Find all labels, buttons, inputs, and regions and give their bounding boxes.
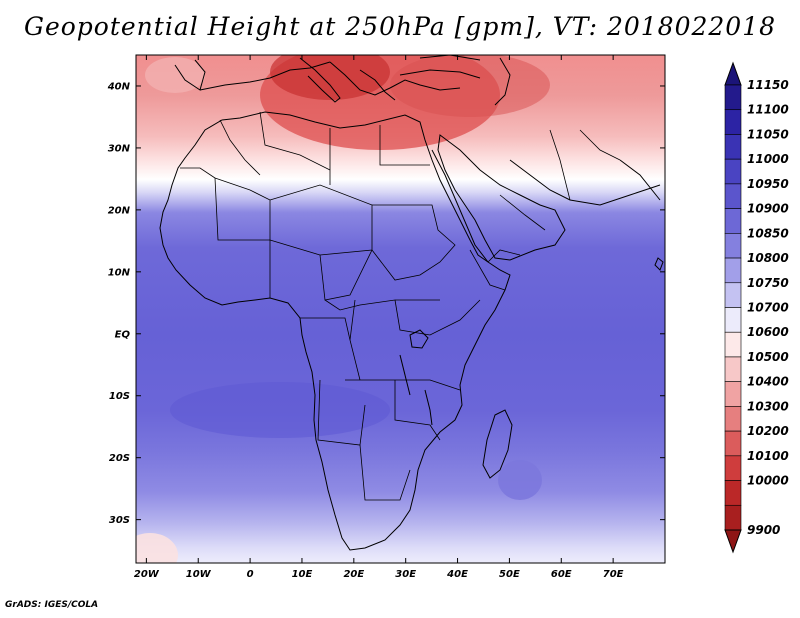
lon-label: 10W: [186, 569, 212, 580]
colorbar-segment: [724, 233, 742, 259]
colorbar-top-arrow: [724, 61, 742, 86]
colorbar-label: 10400: [747, 375, 789, 389]
lat-label: 10S: [109, 391, 130, 402]
colorbar-label: 11150: [747, 78, 789, 92]
colorbar-segment: [724, 455, 742, 481]
lon-label: 70E: [603, 569, 624, 580]
lat-label: 30S: [109, 515, 130, 526]
lon-label: 50E: [499, 569, 520, 580]
colorbar-bottom-arrow: [724, 529, 742, 554]
colorbar-label: 10800: [747, 251, 789, 265]
colorbar-segment: [724, 158, 742, 185]
colorbar: 11150 11100 11050 11000 10950 10900 10850 10800…: [724, 61, 789, 554]
colorbar-segment: [724, 134, 742, 160]
lon-label: 60E: [551, 569, 572, 580]
longitude-axis: 20W 10W 0 10E 20E 30E 40E 50E 60E 70E: [134, 55, 624, 580]
plot-frame: [135, 54, 666, 564]
colorbar-segment: [724, 307, 742, 333]
lon-label: 40E: [446, 569, 468, 580]
colorbar-segment: [724, 183, 742, 209]
lat-label: EQ: [115, 329, 131, 340]
colorbar-label: 10200: [747, 424, 789, 438]
colorbar-label: 10300: [747, 399, 789, 413]
lon-label: 0: [247, 569, 254, 580]
colorbar-segment: [724, 406, 742, 432]
colorbar-label: 10100: [747, 449, 789, 463]
colorbar-segment: [724, 282, 742, 308]
lon-label: 30E: [395, 569, 416, 580]
colorbar-segment: [724, 356, 742, 382]
colorbar-label: 10700: [747, 301, 789, 315]
colorbar-segment: [724, 109, 742, 135]
colorbar-segment: [724, 331, 742, 358]
colorbar-segment: [724, 84, 742, 111]
colorbar-segment: [724, 480, 742, 506]
colorbar-label: 10600: [747, 325, 789, 339]
lat-label: 10N: [108, 267, 131, 278]
height-field: [136, 55, 665, 563]
map-title: Geopotential Height at 250hPa [gpm], VT:…: [23, 12, 777, 41]
colorbar-segment: [724, 504, 742, 531]
colorbar-segment: [724, 430, 742, 457]
lat-label: 20S: [109, 453, 130, 464]
colorbar-label: 10500: [747, 350, 789, 364]
colorbar-segment: [724, 381, 742, 407]
colorbar-label: 10950: [747, 177, 789, 191]
lon-label: 20E: [343, 569, 364, 580]
colorbar-label: 11000: [747, 152, 789, 166]
lat-label: 40N: [107, 81, 131, 92]
colorbar-segment: [724, 208, 742, 234]
country-borders: [180, 111, 621, 501]
lat-label: 30N: [108, 143, 131, 154]
colorbar-segment: [724, 257, 742, 284]
colorbar-label: 9900: [747, 523, 780, 537]
colorbar-label: 11050: [747, 127, 789, 141]
coastlines: [159, 55, 664, 551]
grads-credit: GrADS: IGES/COLA: [5, 600, 99, 610]
lat-label: 20N: [108, 205, 131, 216]
colorbar-label: 10850: [747, 226, 789, 240]
colorbar-label: 10000: [747, 474, 789, 488]
lon-label: 10E: [292, 569, 313, 580]
colorbar-label: 10900: [747, 202, 789, 216]
lon-label: 20W: [134, 569, 160, 580]
colorbar-label: 11100: [747, 103, 789, 117]
latitude-axis: 40N 30N 20N 10N EQ 10S 20S 30S: [107, 81, 665, 526]
colorbar-label: 10750: [747, 276, 789, 290]
